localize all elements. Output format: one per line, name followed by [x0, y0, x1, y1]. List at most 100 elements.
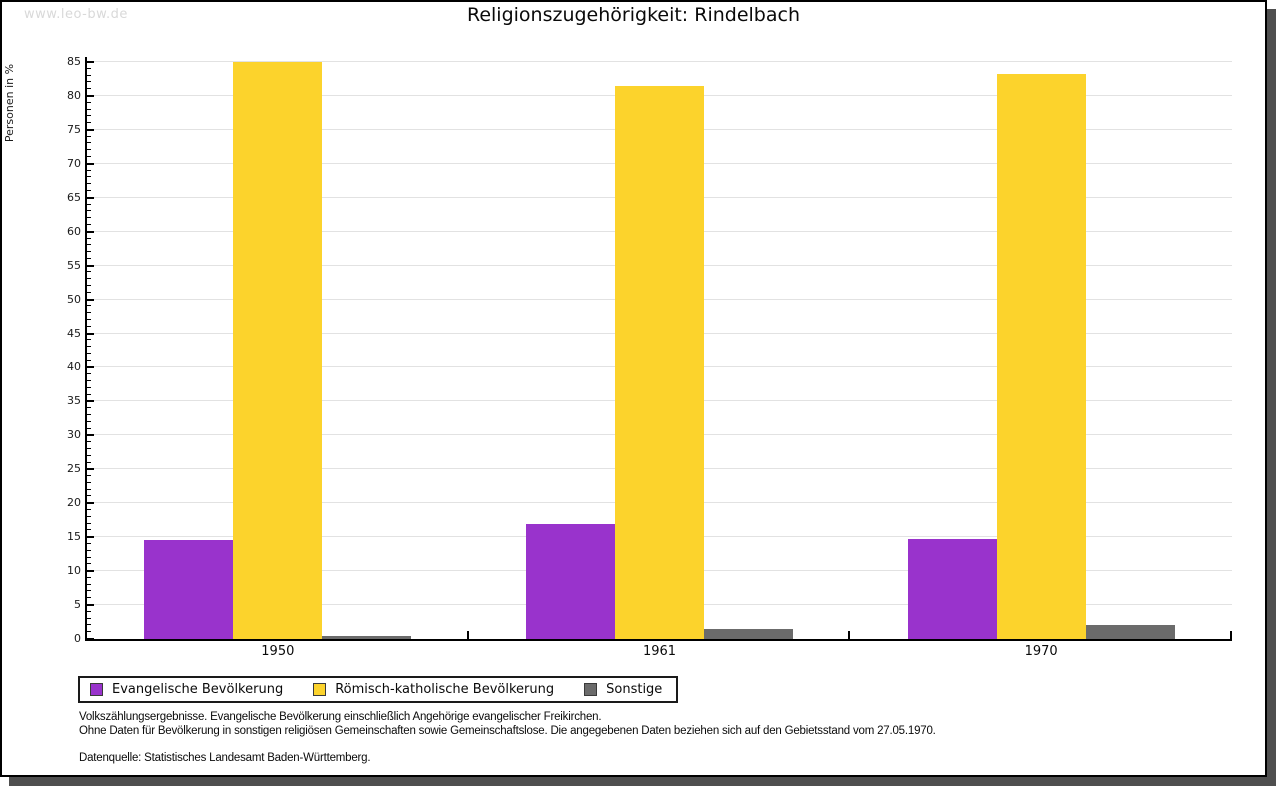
y-minor-tick [87, 183, 91, 185]
y-minor-tick [87, 318, 91, 320]
y-minor-tick [87, 203, 91, 205]
y-tick-label: 10 [67, 564, 81, 578]
y-minor-tick [87, 427, 91, 429]
y-minor-tick [87, 122, 91, 124]
y-minor-tick [87, 556, 91, 558]
bar-1950-1 [144, 539, 234, 639]
legend-item: Evangelische Bevölkerung [90, 682, 283, 697]
plot-area: 0 5 10 15 20 25 30 35 40 45 50 55 60 65 70 75 80 85 1950 19… [67, 55, 1232, 659]
y-tick-label: 0 [74, 632, 81, 645]
x-category-label: 1970 [1024, 644, 1058, 659]
y-minor-tick [87, 393, 91, 395]
chart-title: Religionszugehörigkeit: Rindelbach [466, 4, 800, 26]
y-minor-tick [87, 278, 91, 280]
y-major-tick [87, 264, 94, 267]
y-tick-label: 25 [67, 462, 81, 476]
y-minor-tick [87, 509, 91, 511]
y-minor-tick [87, 156, 91, 158]
y-minor-tick [87, 495, 91, 497]
y-major-tick [87, 332, 94, 335]
legend-swatch [313, 683, 327, 696]
y-tick-label: 15 [67, 530, 81, 544]
y-major-tick [87, 230, 94, 233]
y-minor-tick [87, 149, 91, 151]
y-tick-label: 45 [67, 326, 81, 340]
y-tick-label: 40 [67, 360, 81, 374]
y-major-tick [87, 196, 94, 199]
y-tick-label: 85 [67, 55, 81, 68]
y-minor-tick [87, 414, 91, 415]
y-minor-tick [87, 74, 91, 76]
y-tick-label: 70 [67, 156, 81, 170]
y-minor-tick [87, 481, 91, 483]
footnotes: Volkszählungsergebnisse. Evangelische Be… [79, 711, 936, 766]
y-minor-tick [87, 285, 91, 287]
y-minor-tick [87, 210, 91, 212]
bar-1970-3 [1085, 624, 1175, 639]
y-minor-tick [87, 176, 91, 178]
y-minor-tick [87, 590, 91, 592]
y-minor-tick [87, 352, 91, 354]
x-boundary-tick [1230, 631, 1232, 639]
y-major-tick [87, 638, 94, 640]
y-minor-tick [87, 251, 91, 253]
y-minor-tick [87, 461, 91, 463]
y-tick-label: 65 [67, 190, 81, 204]
y-minor-tick [87, 441, 91, 443]
legend-item: Römisch-katholische Bevölkerung [313, 682, 554, 697]
watermark: www.leo-bw.de [24, 7, 128, 22]
y-major-tick [87, 434, 94, 437]
y-minor-tick [87, 447, 91, 449]
y-minor-tick [87, 101, 91, 103]
y-major-tick [87, 536, 94, 539]
y-minor-tick [87, 271, 91, 273]
footnote-line: Ohne Daten für Bevölkerung in sonstigen … [79, 724, 936, 737]
y-minor-tick [87, 305, 91, 307]
y-minor-tick [87, 542, 91, 544]
y-minor-tick [87, 488, 91, 490]
legend-swatch [90, 683, 103, 696]
y-minor-tick [87, 407, 91, 409]
y-major-tick [87, 400, 94, 403]
bar-1961-1 [526, 523, 615, 639]
y-minor-tick [87, 454, 91, 456]
y-tick-label: 30 [67, 428, 81, 442]
y-minor-tick [87, 529, 91, 531]
bar-1950-2 [233, 62, 323, 639]
y-major-tick [87, 468, 94, 471]
y-major-tick [87, 502, 94, 505]
y-minor-tick [87, 576, 91, 578]
y-minor-tick [87, 380, 91, 382]
data-source: Datenquelle: Statistisches Landesamt Bad… [79, 752, 371, 764]
y-tick-label: 55 [67, 258, 81, 272]
y-minor-tick [87, 624, 91, 626]
footnote-line: Volkszählungsergebnisse. Evangelische Be… [79, 711, 602, 723]
y-minor-tick [87, 386, 91, 388]
y-minor-tick [87, 475, 91, 477]
bar-1970-2 [996, 74, 1086, 639]
y-minor-tick [87, 189, 91, 191]
y-minor-tick [87, 339, 91, 341]
bar-1961-3 [704, 628, 793, 639]
y-minor-tick [87, 583, 91, 585]
y-major-tick [87, 604, 94, 607]
y-minor-tick [87, 325, 91, 327]
x-boundary-tick [848, 631, 851, 639]
y-tick-label: 20 [67, 496, 81, 510]
legend-label: Evangelische Bevölkerung [112, 682, 284, 697]
y-tick-label: 60 [67, 224, 81, 238]
y-minor-tick [87, 217, 91, 219]
x-category-label: 1950 [261, 644, 295, 659]
y-minor-tick [87, 610, 91, 612]
legend-label: Sonstige [606, 682, 663, 697]
y-minor-tick [87, 223, 91, 225]
y-minor-tick [87, 522, 91, 524]
y-minor-tick [87, 631, 91, 633]
bar-1970-1 [907, 539, 997, 639]
x-category-label: 1961 [642, 644, 677, 659]
y-minor-tick [87, 515, 91, 517]
y-minor-tick [87, 359, 91, 361]
y-major-tick [87, 61, 94, 63]
y-major-tick [87, 128, 94, 131]
y-minor-tick [87, 420, 91, 422]
